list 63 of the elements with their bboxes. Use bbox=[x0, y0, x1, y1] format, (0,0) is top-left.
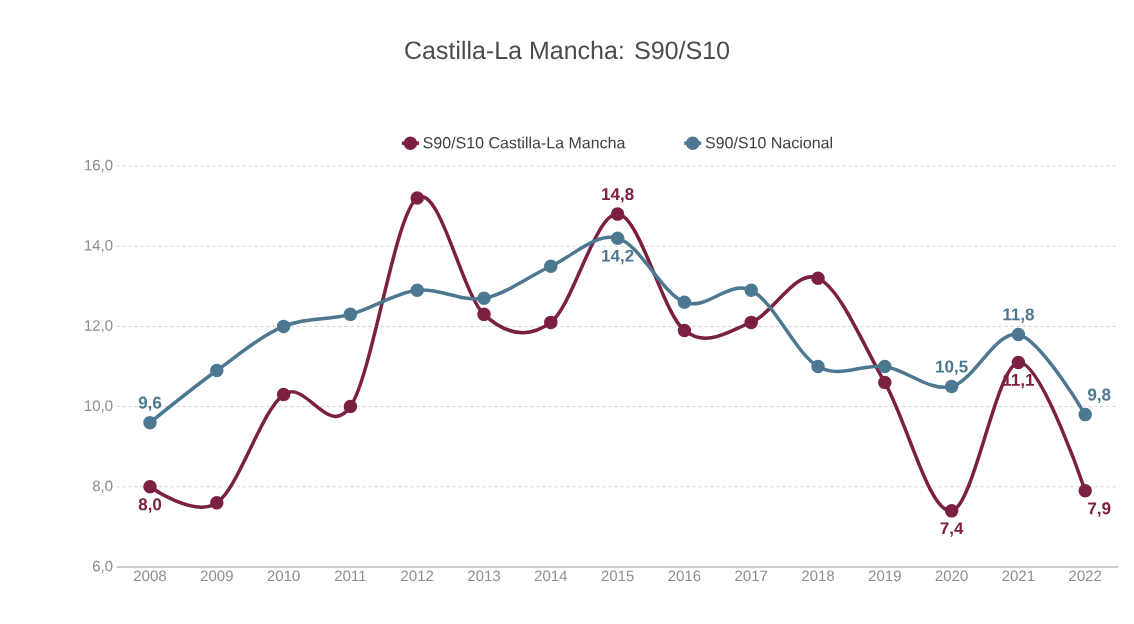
data-label: 7,4 bbox=[940, 522, 964, 537]
data-label: 10,5 bbox=[936, 360, 968, 376]
point bbox=[744, 283, 758, 298]
point bbox=[744, 315, 758, 330]
point bbox=[544, 259, 558, 273]
chart-title: Castilla-La Mancha: S90/S10 bbox=[405, 40, 730, 60]
x-tick-label: 2016 bbox=[668, 570, 701, 582]
point bbox=[1011, 327, 1026, 342]
point bbox=[143, 480, 157, 494]
y-tick-label: 14,0 bbox=[85, 240, 113, 253]
x-tick-label: 2011 bbox=[335, 570, 366, 582]
point bbox=[1011, 355, 1026, 370]
point bbox=[1078, 484, 1092, 498]
legend-label: S90/S10 Nacional bbox=[705, 136, 832, 149]
point bbox=[878, 359, 892, 374]
y-tick-label: 10,0 bbox=[85, 400, 113, 413]
x-tick-label: 2008 bbox=[134, 570, 167, 582]
point bbox=[610, 231, 625, 245]
point bbox=[677, 295, 692, 310]
point bbox=[343, 307, 358, 322]
x-tick-label: 2010 bbox=[267, 570, 300, 582]
x-tick-label: 2021 bbox=[1002, 570, 1035, 582]
point bbox=[210, 496, 224, 510]
point bbox=[944, 504, 959, 518]
point bbox=[410, 283, 424, 298]
x-tick-label: 2018 bbox=[802, 570, 835, 582]
x-tick-label: 2022 bbox=[1069, 570, 1102, 582]
data-label: 14,8 bbox=[602, 188, 634, 203]
data-label: 9,6 bbox=[138, 396, 162, 412]
point bbox=[1078, 407, 1092, 422]
data-label: 14,2 bbox=[602, 249, 634, 265]
point bbox=[477, 307, 491, 322]
point bbox=[811, 271, 825, 286]
y-tick-label: 16,0 bbox=[85, 159, 113, 173]
point bbox=[677, 323, 692, 338]
x-tick-label: 2015 bbox=[601, 570, 634, 582]
x-tick-label: 2017 bbox=[735, 570, 768, 582]
point bbox=[343, 399, 358, 414]
x-tick-label: 2014 bbox=[534, 570, 568, 582]
data-label: 8,0 bbox=[138, 498, 162, 513]
y-tick-label: 6,0 bbox=[92, 560, 113, 574]
point bbox=[210, 363, 224, 378]
data-label: 7,9 bbox=[1088, 502, 1111, 517]
point bbox=[610, 207, 625, 221]
point bbox=[811, 359, 825, 374]
x-tick-label: 2013 bbox=[468, 570, 501, 582]
data-label: 9,8 bbox=[1087, 388, 1111, 404]
legend-label: S90/S10 Castilla-La Mancha bbox=[423, 136, 626, 149]
data-label: 11,8 bbox=[1003, 308, 1034, 323]
x-tick-label: 2020 bbox=[935, 570, 968, 582]
point bbox=[477, 291, 491, 306]
point bbox=[878, 375, 892, 390]
x-tick-label: 2019 bbox=[868, 570, 901, 582]
point bbox=[544, 315, 558, 330]
x-tick-label: 2009 bbox=[200, 570, 233, 582]
x-tick-label: 2012 bbox=[401, 570, 434, 582]
point bbox=[276, 387, 291, 402]
point bbox=[143, 415, 157, 430]
point bbox=[410, 191, 424, 205]
y-tick-label: 8,0 bbox=[92, 480, 113, 493]
point bbox=[944, 379, 959, 394]
y-tick-label: 12,0 bbox=[85, 320, 113, 333]
point bbox=[276, 319, 291, 334]
